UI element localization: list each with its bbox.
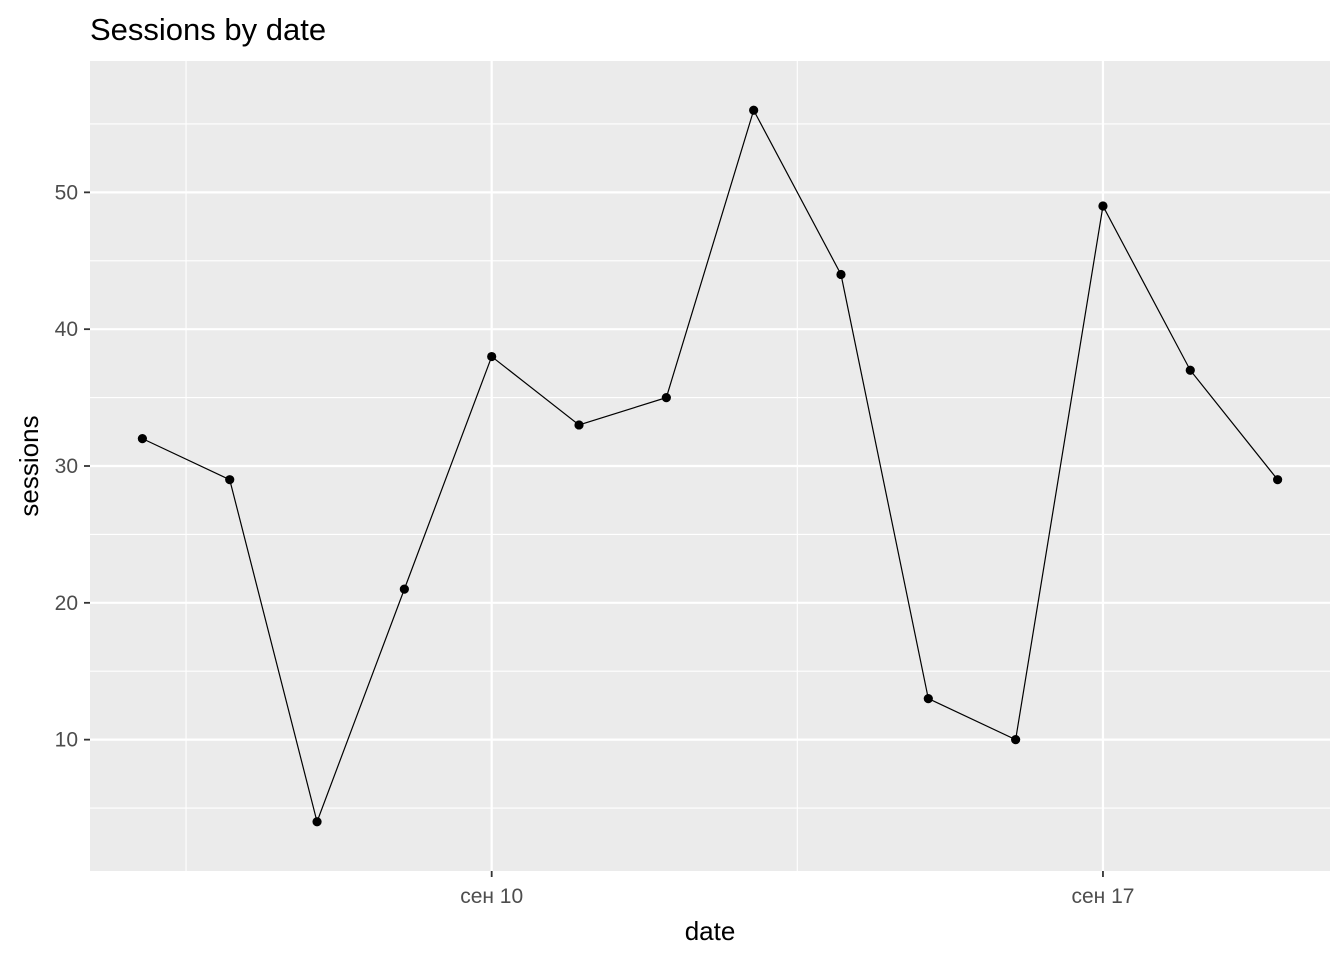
data-point [312, 817, 322, 827]
x-axis-ticks: сен 10 сен 17 [460, 871, 1134, 908]
data-point [749, 105, 759, 115]
data-point [225, 475, 235, 485]
data-point [661, 392, 671, 403]
data-point [923, 694, 933, 704]
y-axis-ticks: 10 20 30 40 50 [55, 181, 90, 752]
data-point [487, 351, 497, 362]
y-axis-title: sessions [14, 415, 44, 516]
x-tick-label: сен 10 [460, 885, 523, 908]
y-tick-label: 30 [55, 455, 78, 478]
minor-grid [90, 61, 1330, 871]
data-points [137, 105, 1283, 827]
data-point [137, 434, 147, 444]
y-tick-label: 40 [55, 318, 78, 341]
data-point [574, 420, 584, 430]
data-point [399, 584, 409, 594]
data-point [1185, 365, 1195, 375]
series-line [142, 108, 1279, 824]
y-tick-label: 20 [55, 592, 78, 615]
data-point [1273, 475, 1283, 485]
data-point [1098, 201, 1108, 211]
chart-title: Sessions by date [90, 12, 326, 47]
data-point [836, 269, 846, 280]
y-tick-label: 50 [55, 181, 78, 204]
x-axis-title: date [685, 916, 736, 946]
y-tick-label: 10 [55, 729, 78, 752]
x-tick-label: сен 17 [1071, 885, 1134, 908]
data-point [1011, 735, 1021, 745]
